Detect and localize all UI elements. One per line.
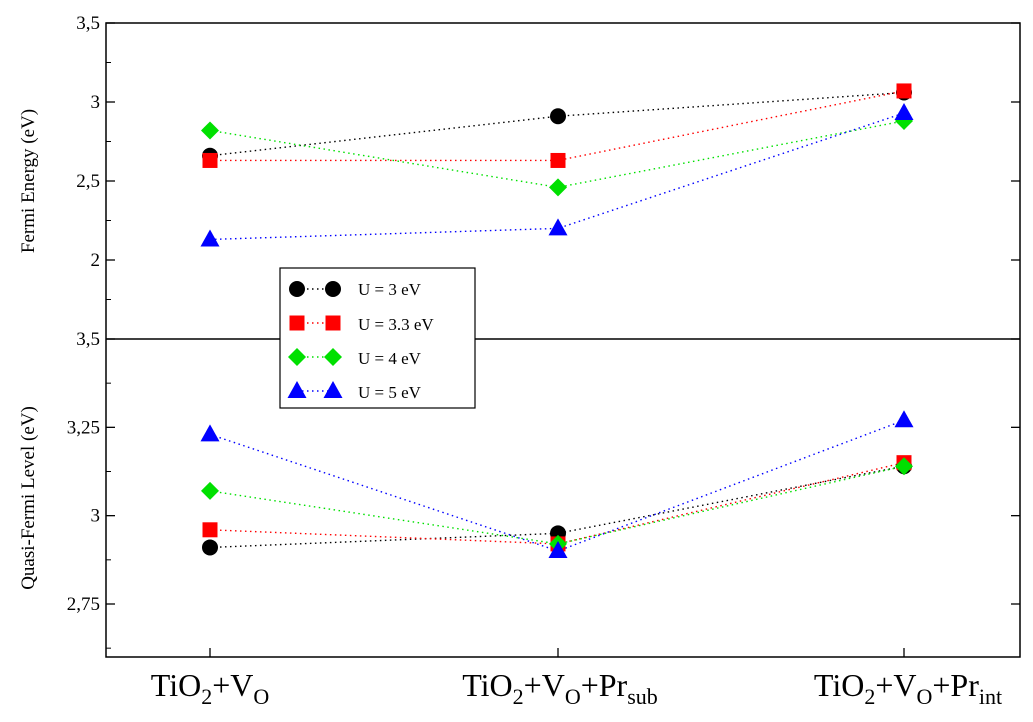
panel-1-series-3-point-1 [548, 541, 568, 558]
panel-0-series-1-point-0 [202, 152, 218, 168]
plot-frame [105, 22, 1021, 658]
panel-0-series-1-point-2 [896, 83, 912, 99]
legend-label-3: U = 5 eV [358, 383, 422, 402]
legend-marker-1-b [325, 315, 341, 331]
bottom-panel-ylabel: Quasi-Fermi Level (eV) [18, 406, 39, 590]
legend-marker-3-b [323, 381, 343, 398]
panel-0-series-1-line [210, 90, 905, 162]
legend-box [279, 267, 476, 409]
category-label-1: TiO2+VO+Prsub [462, 667, 658, 709]
panel-1-series-2-point-0 [201, 481, 219, 500]
panel-0-series-3-point-0 [200, 229, 220, 247]
panel-1-series-2-point-2 [895, 457, 913, 476]
legend-marker-2-a [288, 348, 306, 366]
panel-0-ytick-label-3: 3,5 [76, 13, 100, 34]
panel-1-series-1-line [209, 461, 905, 545]
panel-0-series-2-point-0 [201, 121, 219, 140]
panel-0-ytick-label-2: 3 [91, 92, 101, 113]
panel-0-series-3-point-2 [894, 103, 914, 121]
panel-0-ytick-label-0: 2 [91, 250, 101, 271]
panel-0-series-3-line [209, 112, 905, 241]
series-group [200, 83, 914, 558]
top-panel-ylabel: Fermi Energy (eV) [18, 109, 39, 253]
panel-1-series-3-point-0 [200, 424, 220, 442]
axis-ticks: 2 2,5 3 3,5 2,75 3 3,25 3,5 [67, 13, 1020, 657]
panel-1-ytick-label-2: 3,25 [67, 417, 100, 438]
legend-marks [287, 281, 343, 398]
panel-0-series-0-point-1 [550, 108, 566, 125]
legend-marker-2-b [324, 348, 342, 366]
legend-label-2: U = 4 eV [358, 349, 422, 368]
panel-1-ytick-label-1: 3 [91, 506, 101, 527]
legend-label-1: U = 3.3 eV [358, 315, 434, 334]
panel-1-series-0-line [209, 465, 905, 549]
legend-marker-0-a [289, 281, 305, 297]
legend-marker-0-b [325, 281, 341, 297]
panel-1-ytick-label-3: 3,5 [76, 329, 100, 350]
panel-0-series-1-point-1 [550, 152, 566, 168]
legend-marker-1-a [289, 315, 305, 331]
panel-0-series-2-point-1 [549, 178, 567, 197]
panel-1-series-0-point-0 [202, 539, 218, 556]
category-label-0: TiO2+VO [151, 667, 269, 709]
panel-1-series-1-point-0 [202, 522, 218, 538]
category-label-2: TiO2+VO+Print [814, 667, 1002, 709]
legend-label-0: U = 3 eV [358, 280, 422, 299]
panel-1-series-3-point-2 [894, 410, 914, 428]
legend-marker-3-a [287, 381, 307, 398]
panel-0-series-3-point-1 [548, 218, 568, 236]
panel-0-ytick-label-1: 2,5 [76, 171, 100, 192]
panel-1-ytick-label-0: 2,75 [67, 594, 100, 615]
legend: U = 3 eV U = 3.3 eV U = 4 eV U = 5 eV [279, 267, 476, 409]
